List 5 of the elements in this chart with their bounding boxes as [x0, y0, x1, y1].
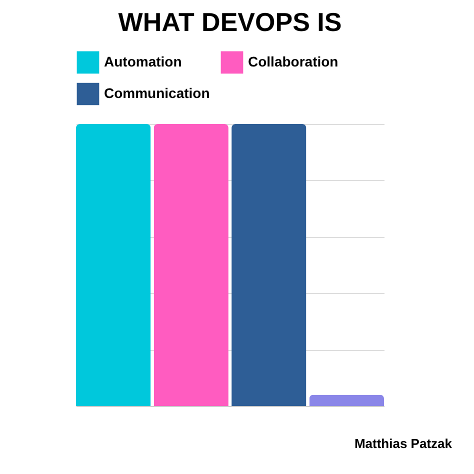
chart-title: WHAT DEVOPS IS [118, 7, 342, 37]
legend-label: Automation [104, 53, 182, 70]
text: Matthias Patzak [354, 436, 452, 451]
legend-label: Collaboration [248, 53, 338, 70]
legend-label: Communication [104, 85, 210, 101]
